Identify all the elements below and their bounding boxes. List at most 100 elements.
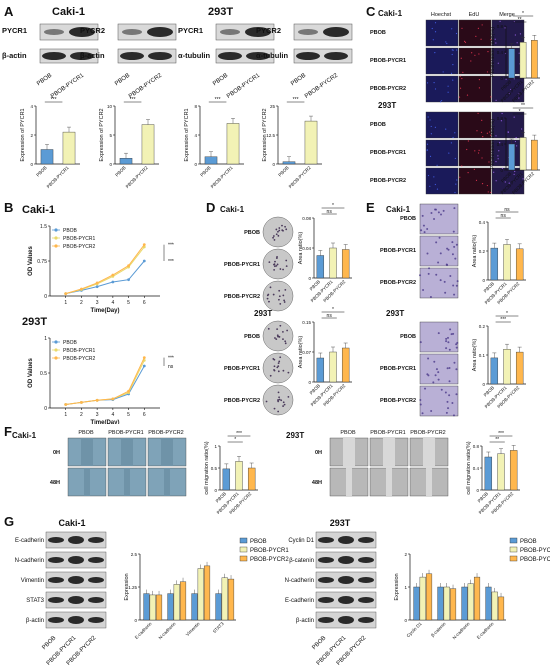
- d-colony-1-0-8: [275, 338, 278, 341]
- c-tile-1-1-2-dot-5: [498, 150, 500, 152]
- g-cell-b: 293T: [330, 518, 351, 528]
- f-chart-0-tick-label-1: 0.5: [211, 466, 218, 471]
- e-tile-1-2-dot-11: [447, 407, 450, 410]
- e-tile-0-1: [419, 235, 459, 267]
- g-chart-1-bar-0-2: [425, 573, 433, 621]
- e-tile-0-0-dot-12: [434, 208, 437, 211]
- panel-e-letter: E: [366, 200, 375, 215]
- c-tile-0-2-0-dot-6: [447, 91, 449, 93]
- blot-label-2: PYCR1: [178, 26, 203, 35]
- g-band-1-3-2: [358, 597, 374, 603]
- c-tile-1-0-1-dot-6: [482, 136, 484, 138]
- b-xtick-label-1-4: 5: [127, 412, 130, 418]
- c-tile-1-1-2-dot-3: [516, 145, 518, 147]
- c-tile-1-2-1-dot-0: [467, 171, 469, 174]
- e-tile-1-0-bg: [419, 321, 459, 353]
- g-band-0-0-1: [68, 536, 84, 544]
- c-tile-1-2-2-dot-6: [493, 171, 495, 173]
- c-tile-0-0-0-dot-2: [432, 39, 434, 41]
- e-tile-0-0-dot-10: [420, 229, 423, 232]
- d-cell-a: Caki-1: [220, 205, 245, 214]
- lane-label-a-3: PBOB: [290, 73, 307, 87]
- g-chart-1-bar-3-0: [485, 586, 492, 621]
- d-chart-1-sig-0: ns: [327, 313, 333, 319]
- e-tile-0-0-dot-13: [440, 213, 443, 216]
- c-tile-0-2-1: [458, 75, 492, 103]
- g-chart-1-cat-1: β-catenin: [430, 621, 447, 638]
- c-tile-0-1-0-dot-6: [451, 49, 453, 51]
- d-colony-0-0-10: [277, 234, 280, 237]
- c-tile-1-2-0-bg: [425, 167, 459, 195]
- e-tile-0-0-dot-9: [430, 212, 433, 215]
- c-tile-0-1-1-dot-4: [478, 53, 480, 55]
- f-chart-0-ylabel: cell migration ratio(%): [204, 441, 210, 494]
- c-tile-0-1-0-dot-1: [434, 52, 436, 54]
- c-tile-0-2-1-bg: [458, 75, 492, 103]
- e-chart-0-sig-0: ns: [501, 213, 507, 219]
- g-band-1-2-1: [338, 576, 354, 584]
- e-tile-0-1-bg: [419, 235, 459, 267]
- e-tile-0-1-dot-7: [426, 252, 429, 255]
- g-band-1-1-1: [338, 556, 354, 564]
- g-band-1-2-2: [358, 577, 374, 583]
- panel-c-svg: Caki-1 293T Hoechst EdU Merge PBOB PBOB-PYCR1 P…: [370, 9, 540, 195]
- d-colony-0-0-9: [278, 229, 281, 232]
- d-colony-1-0-9: [267, 327, 270, 330]
- b-point-0-2-0: [64, 292, 68, 296]
- e-tile-1-2-dot-9: [424, 387, 427, 390]
- c-tile-1-1-1-bg: [458, 139, 492, 167]
- b-ytick-label-1-2: 1: [44, 336, 47, 342]
- e-tile-1-0: [419, 321, 459, 353]
- g-chart-1-cat-3: E-cadherin: [476, 621, 495, 640]
- d-colony-0-0-8: [284, 225, 286, 228]
- e-tile-0-2-dot-4: [427, 272, 430, 275]
- c-tile-1-0-1-bg: [458, 111, 492, 139]
- b-xtick-label-1-3: 4: [111, 412, 114, 418]
- c-tile-1-2-0: [425, 167, 459, 195]
- g-chart-1-bar-2-0: [461, 586, 468, 621]
- g-chart-0-cat-3: STAT3: [212, 621, 225, 634]
- g-legend-label-0-1: PBOB-PYCR1: [250, 548, 289, 554]
- g-legend-box-0-1: [239, 546, 248, 553]
- c-tile-0-0-0-dot-4: [451, 28, 453, 30]
- d-colony-0-0-0: [275, 233, 278, 236]
- g-chart-0-bar-3-2: [227, 578, 235, 621]
- e-tile-1-1-dot-0: [446, 367, 449, 370]
- g-row-1-4: β-actin: [296, 618, 314, 624]
- b-ytick-label-1-1: 0.5: [40, 371, 47, 377]
- e-row-0-0: PBOB: [400, 216, 416, 222]
- d-colony-0-2-3: [278, 295, 281, 298]
- f-gap-1-0-1: [383, 438, 395, 466]
- g-band-1-3-1: [338, 596, 354, 604]
- g-chart-0-cat-0: E-cadherin: [134, 621, 153, 640]
- d-colony-0-1-7: [273, 265, 276, 268]
- a-chart-2-ylabel: Expression of PYCR1: [184, 108, 190, 161]
- g-chart-1-bar-0-1: [419, 576, 426, 621]
- g-chart-1-bar-3-1: [491, 591, 498, 621]
- c-tile-0-0-0-dot-3: [431, 27, 433, 30]
- c-tile-1-1-2-dot-6: [497, 155, 499, 157]
- d-colony-1-1-8: [277, 365, 280, 368]
- g-row-0-2: Vimentin: [21, 578, 44, 584]
- a-chart-0-tick-label-1: 2: [30, 133, 33, 138]
- g-chart-0-bar-3-1: [221, 577, 228, 621]
- b-point-0-2-3: [111, 273, 115, 277]
- e-chart-0-tick-label-1: 0.2: [479, 249, 486, 254]
- c-tile-0-0-0-dot-5: [445, 41, 447, 43]
- c-tile-1-2-0-dot-4: [455, 183, 457, 185]
- g-band-1-1-0: [318, 557, 334, 563]
- c-tile-0-0-2: [491, 19, 525, 47]
- e-chart-0-bar-2: [515, 248, 524, 281]
- a-chart-0-sig-0: ***: [51, 97, 57, 103]
- c-tile-1-2-0-dot-2: [427, 174, 430, 177]
- d-colony-1-2-13: [277, 400, 280, 403]
- c-tile-0-0-2-dot-1: [519, 33, 522, 35]
- e-tile-0-2-dot-0: [455, 284, 458, 287]
- g-chart-1-ylabel: Expression: [394, 573, 400, 600]
- c-tile-1-2-0-dot-5: [456, 179, 458, 181]
- d-colony-0-2-0: [268, 300, 270, 303]
- d-chart-1-bar-1: [329, 351, 337, 383]
- g-chart-1: 0 1 2 Expression Cyclin D1 β-catenin N-cadheri…: [394, 552, 506, 640]
- g-chart-1-bar-1-2: [449, 588, 457, 621]
